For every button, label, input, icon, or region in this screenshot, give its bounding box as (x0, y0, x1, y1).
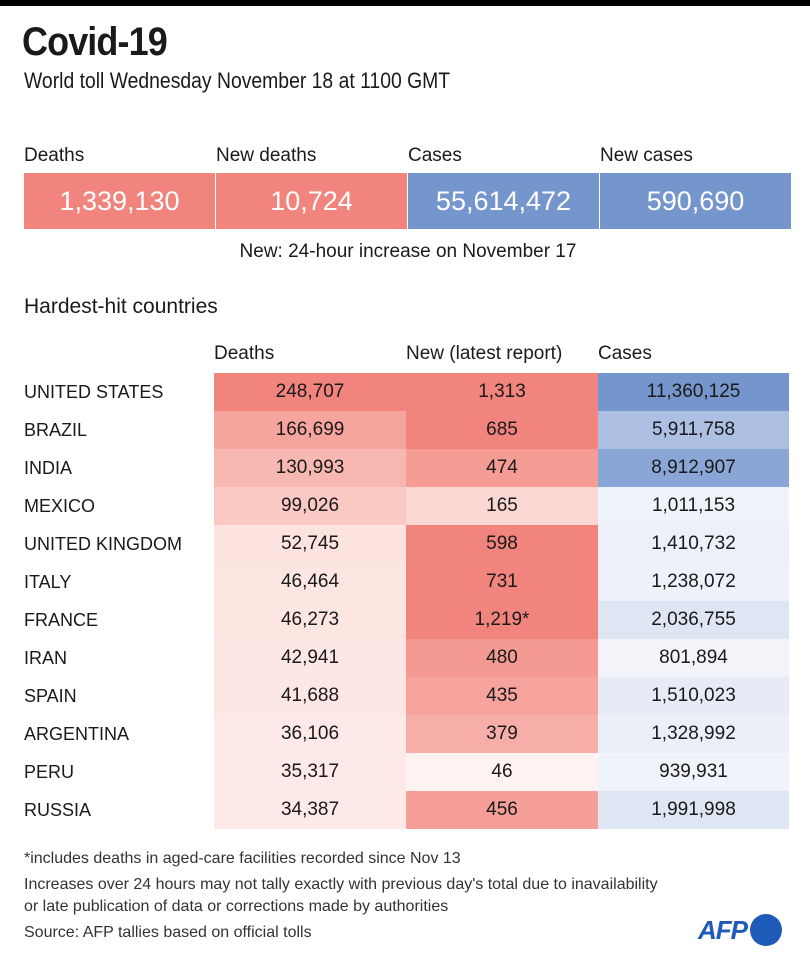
table-row: PERU 35,317 46 939,931 (24, 753, 790, 791)
cases-cell: 1,991,998 (598, 791, 789, 829)
new-deaths-cell: 731 (406, 563, 598, 601)
country-name: ITALY (24, 571, 72, 592)
kpi-label-new-deaths: New deaths (216, 145, 317, 166)
footnote-disclaimer-line1: Increases over 24 hours may not tally ex… (24, 876, 658, 893)
country-name: PERU (24, 761, 75, 782)
table-row: INDIA 130,993 474 8,912,907 (24, 449, 790, 487)
country-name: UNITED KINGDOM (24, 533, 183, 554)
column-header-deaths: Deaths (214, 343, 275, 364)
country-name: UNITED STATES (24, 381, 164, 402)
column-header-cases: Cases (598, 343, 652, 364)
country-name: INDIA (24, 457, 73, 478)
table-header: Deaths New (latest report) Cases (24, 343, 790, 373)
kpi-label-cases: Cases (408, 145, 462, 166)
new-deaths-cell: 598 (406, 525, 598, 563)
footnote-asterisk: *includes deaths in aged-care facilities… (24, 850, 461, 867)
table-row: FRANCE 46,273 1,219* 2,036,755 (24, 601, 790, 639)
afp-logo: AFP (698, 914, 782, 946)
table-row: ARGENTINA 36,106 379 1,328,992 (24, 715, 790, 753)
deaths-cell: 130,993 (214, 449, 406, 487)
summary-note: New: 24-hour increase on November 17 (239, 241, 577, 262)
cases-cell: 5,911,758 (598, 411, 789, 449)
header-spacer (24, 343, 214, 373)
table-row: ITALY 46,464 731 1,238,072 (24, 563, 790, 601)
table-body: UNITED STATES 248,707 1,313 11,360,125 BRAZI… (24, 373, 790, 829)
afp-logo-dot-icon (750, 914, 782, 946)
deaths-cell: 34,387 (214, 791, 406, 829)
summary-panel: Deaths New deaths Cases New cases 1,339,… (24, 145, 792, 262)
country-name: ARGENTINA (24, 723, 130, 744)
footnote-disclaimer-line2: or late publication of data or correctio… (24, 898, 449, 915)
table-row: UNITED KINGDOM 52,745 598 1,410,732 (24, 525, 790, 563)
afp-logo-text: AFP (698, 914, 748, 945)
cases-cell: 1,510,023 (598, 677, 789, 715)
new-deaths-cell: 46 (406, 753, 598, 791)
deaths-cell: 46,464 (214, 563, 406, 601)
new-deaths-cell: 435 (406, 677, 598, 715)
footnote-source: Source: AFP tallies based on official to… (24, 924, 312, 941)
deaths-cell: 166,699 (214, 411, 406, 449)
cases-cell: 939,931 (598, 753, 789, 791)
deaths-cell: 99,026 (214, 487, 406, 525)
countries-table: Deaths New (latest report) Cases UNITED … (24, 343, 790, 829)
deaths-cell: 35,317 (214, 753, 406, 791)
kpi-value-new-cases: 590,690 (600, 173, 791, 229)
new-deaths-cell: 1,313 (406, 373, 598, 411)
country-name: IRAN (24, 647, 68, 668)
cases-cell: 1,011,153 (598, 487, 789, 525)
deaths-cell: 42,941 (214, 639, 406, 677)
new-deaths-cell: 685 (406, 411, 598, 449)
kpi-label-deaths: Deaths (24, 145, 85, 166)
footnote-disclaimer: Increases over 24 hours may not tally ex… (24, 874, 658, 918)
cases-cell: 11,360,125 (598, 373, 789, 411)
page-title: Covid-19 (22, 20, 168, 64)
deaths-cell: 248,707 (214, 373, 406, 411)
page-subtitle: World toll Wednesday November 18 at 1100… (24, 68, 451, 93)
new-deaths-cell: 480 (406, 639, 598, 677)
kpi-value-new-deaths: 10,724 (216, 173, 407, 229)
kpi-label-new-cases: New cases (600, 145, 693, 166)
column-header-new: New (latest report) (406, 343, 563, 364)
table-row: SPAIN 41,688 435 1,510,023 (24, 677, 790, 715)
table-row: MEXICO 99,026 165 1,011,153 (24, 487, 790, 525)
new-deaths-cell: 379 (406, 715, 598, 753)
cases-cell: 2,036,755 (598, 601, 789, 639)
cases-cell: 1,328,992 (598, 715, 789, 753)
kpi-value-cases: 55,614,472 (408, 173, 599, 229)
deaths-cell: 36,106 (214, 715, 406, 753)
kpi-value-deaths: 1,339,130 (24, 173, 215, 229)
country-name: FRANCE (24, 609, 99, 630)
country-name: RUSSIA (24, 799, 92, 820)
new-deaths-cell: 474 (406, 449, 598, 487)
deaths-cell: 41,688 (214, 677, 406, 715)
table-row: UNITED STATES 248,707 1,313 11,360,125 (24, 373, 790, 411)
top-rule (0, 0, 810, 6)
deaths-cell: 52,745 (214, 525, 406, 563)
cases-cell: 8,912,907 (598, 449, 789, 487)
cases-cell: 1,410,732 (598, 525, 789, 563)
cases-cell: 1,238,072 (598, 563, 789, 601)
table-row: BRAZIL 166,699 685 5,911,758 (24, 411, 790, 449)
section-title: Hardest-hit countries (24, 295, 218, 318)
new-deaths-cell: 456 (406, 791, 598, 829)
deaths-cell: 46,273 (214, 601, 406, 639)
country-name: SPAIN (24, 685, 77, 706)
country-name: MEXICO (24, 495, 96, 516)
cases-cell: 801,894 (598, 639, 789, 677)
new-deaths-cell: 1,219* (406, 601, 598, 639)
new-deaths-cell: 165 (406, 487, 598, 525)
country-name: BRAZIL (24, 419, 88, 440)
table-row: RUSSIA 34,387 456 1,991,998 (24, 791, 790, 829)
table-row: IRAN 42,941 480 801,894 (24, 639, 790, 677)
footnotes: *includes deaths in aged-care facilities… (24, 848, 658, 948)
